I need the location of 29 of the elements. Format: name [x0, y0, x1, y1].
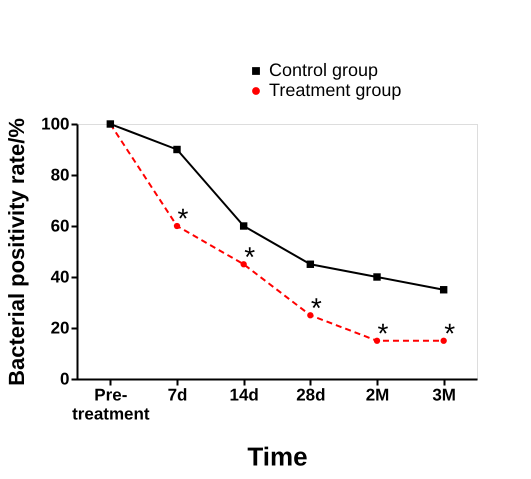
- point: [174, 222, 180, 230]
- point: [240, 261, 247, 268]
- annotation: *: [378, 318, 389, 349]
- y-tick-label: 40: [50, 268, 70, 286]
- point: [440, 338, 447, 344]
- y-axis-title: Bacterial positivity rate/%: [4, 118, 30, 386]
- point: [306, 260, 314, 268]
- x-axis-title: Time: [247, 442, 308, 472]
- y-tick-label: 20: [50, 318, 70, 338]
- point: [240, 222, 248, 230]
- y-tick-label: 80: [50, 166, 70, 184]
- x-tick-label: Pre- treatment: [72, 386, 150, 424]
- point: [374, 338, 380, 344]
- legend-label: Control group: [269, 60, 378, 80]
- x-tick-label: 7d: [168, 386, 188, 404]
- annotation: *: [244, 241, 256, 272]
- x-tick-label: 28d: [296, 386, 326, 404]
- y-tick-label: 0: [60, 370, 70, 388]
- annotation: *: [444, 318, 456, 349]
- x-tick-label: 14d: [230, 386, 259, 404]
- point: [307, 312, 314, 318]
- x-tick-label: 3M: [432, 386, 456, 404]
- y-tick-label: 60: [50, 216, 70, 236]
- x-tick-label: 2M: [366, 386, 390, 404]
- y-tick-label: 100: [41, 114, 70, 134]
- annotation: *: [310, 292, 322, 324]
- point: [440, 286, 448, 294]
- legend-label: Treatment group: [269, 80, 402, 100]
- annotation: *: [178, 203, 189, 234]
